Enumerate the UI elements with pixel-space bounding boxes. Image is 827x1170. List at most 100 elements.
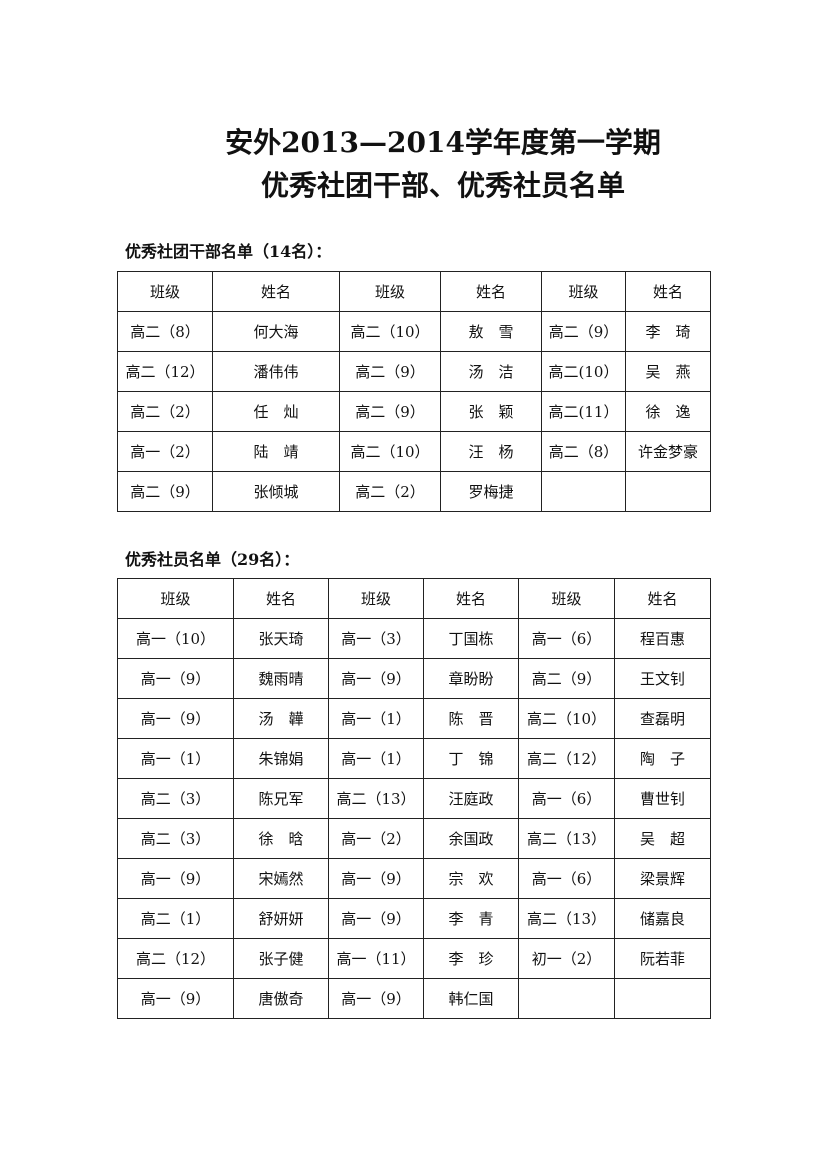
class-cell: 高一（6） — [518, 858, 615, 899]
class-cell: 高二（9） — [339, 391, 441, 432]
column-header: 姓名 — [233, 578, 329, 619]
table-row: 高二（1） 舒妍妍 高一（9）李 青高二（13） 储嘉良 — [117, 898, 711, 939]
column-header: 姓名 — [440, 271, 542, 312]
class-cell: 高二（12） — [117, 351, 213, 392]
class-cell: 高二（9） — [518, 658, 615, 699]
class-cell: 高二（2） — [339, 471, 441, 512]
class-cell: 高二(10） — [541, 351, 626, 392]
column-header: 班级 — [117, 271, 213, 312]
column-header: 班级 — [117, 578, 234, 619]
class-cell: 高二(11） — [541, 391, 626, 432]
name-cell: 宋嫣然 — [233, 858, 329, 899]
name-cell: 李 珍 — [423, 938, 519, 979]
name-cell: 张 颖 — [440, 391, 542, 432]
class-cell: 高一（1） — [328, 698, 424, 739]
name-cell: 李 青 — [423, 898, 519, 939]
table-row: 高一（1） 朱锦娟 高一（1）丁 锦高二（12）陶 子 — [117, 738, 711, 779]
name-cell: 吴 燕 — [625, 351, 711, 392]
class-cell: 高二（13） — [518, 818, 615, 859]
class-cell: 高一（9） — [328, 978, 424, 1019]
class-cell: 高一（9） — [117, 698, 234, 739]
class-cell: 高二（13） — [328, 778, 424, 819]
class-cell: 高二（12） — [117, 938, 234, 979]
class-cell: 高二（3） — [117, 778, 234, 819]
table-row: 高二（8） 何大海 高二（10）敖 雪高二（9）李 琦 — [117, 311, 711, 352]
column-header: 姓名 — [212, 271, 340, 312]
name-cell: 朱锦娟 — [233, 738, 329, 779]
class-cell: 高一（9） — [328, 658, 424, 699]
name-cell: 张子健 — [233, 938, 329, 979]
name-cell: 徐 晗 — [233, 818, 329, 859]
class-cell: 高二（2） — [117, 391, 213, 432]
class-cell: 高一（9） — [117, 978, 234, 1019]
name-cell: 程百惠 — [614, 618, 711, 659]
table-row: 高二（3） 陈兄军 高二（13） 汪庭政 高一（6） 曹世钊 — [117, 778, 711, 819]
column-header: 姓名 — [614, 578, 711, 619]
class-cell: 高二（9） — [541, 311, 626, 352]
name-cell: 丁 锦 — [423, 738, 519, 779]
table-row: 高二（12） 潘伟伟 高二（9）汤 洁高二(10）吴 燕 — [117, 351, 711, 392]
header-row: 班级 姓名 班级 姓名 班级 姓名 — [117, 578, 711, 619]
name-cell: 王文钊 — [614, 658, 711, 699]
class-cell: 高一（9） — [117, 858, 234, 899]
table-row: 高一（10） 张天琦 高一（3） 丁国栋 高一（6） 程百惠 — [117, 618, 711, 659]
name-cell: 任 灿 — [212, 391, 340, 432]
name-cell: 章盼盼 — [423, 658, 519, 699]
name-cell: 许金梦豪 — [625, 431, 711, 472]
name-cell: 汪庭政 — [423, 778, 519, 819]
table-row: 高二（3）徐 晗高一（2） 余国政 高二（13）吴 超 — [117, 818, 711, 859]
name-cell: 唐傲奇 — [233, 978, 329, 1019]
name-cell: 阮若菲 — [614, 938, 711, 979]
column-header: 班级 — [339, 271, 441, 312]
class-cell: 高二（9） — [117, 471, 213, 512]
name-cell: 陈兄军 — [233, 778, 329, 819]
name-cell — [614, 978, 711, 1019]
column-header: 班级 — [328, 578, 424, 619]
cadres-table: 班级 姓名 班级 姓名 班级 姓名 高二（8） 何大海 高二（10）敖 雪高二（9）李 琦高二（… — [117, 271, 711, 512]
class-cell: 高二（13） — [518, 898, 615, 939]
table-row: 高一（9）汤 韡高一（1）陈 晋高二（10） 查磊明 — [117, 698, 711, 739]
name-cell: 吴 超 — [614, 818, 711, 859]
name-cell: 罗梅捷 — [440, 471, 542, 512]
name-cell: 梁景辉 — [614, 858, 711, 899]
members-heading: 优秀社员名单（29名）： — [125, 550, 300, 569]
name-cell: 舒妍妍 — [233, 898, 329, 939]
column-header: 班级 — [518, 578, 615, 619]
name-cell: 潘伟伟 — [212, 351, 340, 392]
name-cell: 汤 韡 — [233, 698, 329, 739]
cadres-heading: 优秀社团干部名单（14名）： — [125, 242, 332, 261]
name-cell: 何大海 — [212, 311, 340, 352]
class-cell: 高一（1） — [328, 738, 424, 779]
name-cell — [625, 471, 711, 512]
class-cell: 高一（2） — [328, 818, 424, 859]
class-cell: 高一（10） — [117, 618, 234, 659]
name-cell: 韩仁国 — [423, 978, 519, 1019]
class-cell — [541, 471, 626, 512]
name-cell: 曹世钊 — [614, 778, 711, 819]
class-cell: 初一（2） — [518, 938, 615, 979]
class-cell: 高一（9） — [328, 858, 424, 899]
name-cell: 张倾城 — [212, 471, 340, 512]
class-cell: 高二（10） — [339, 311, 441, 352]
class-cell: 高一（9） — [328, 898, 424, 939]
name-cell: 储嘉良 — [614, 898, 711, 939]
members-table: 班级 姓名 班级 姓名 班级 姓名 高一（10） 张天琦 高一（3） 丁国栋 高一（6） 程百惠 高一（… — [117, 578, 711, 1019]
name-cell: 魏雨晴 — [233, 658, 329, 699]
class-cell: 高二（1） — [117, 898, 234, 939]
name-cell: 李 琦 — [625, 311, 711, 352]
class-cell: 高一（9） — [117, 658, 234, 699]
table-row: 高一（9） 宋嫣然 高一（9）宗 欢高一（6） 梁景辉 — [117, 858, 711, 899]
name-cell: 宗 欢 — [423, 858, 519, 899]
class-cell: 高二（10） — [518, 698, 615, 739]
name-cell: 陆 靖 — [212, 431, 340, 472]
class-cell: 高二（9） — [339, 351, 441, 392]
table-row: 高二（9） 张倾城 高二（2） 罗梅捷 — [117, 471, 711, 512]
column-header: 班级 — [541, 271, 626, 312]
class-cell: 高二（3） — [117, 818, 234, 859]
table-row: 高一（2）陆 靖高二（10）汪 杨高二（8） 许金梦豪 — [117, 431, 711, 472]
class-cell: 高二（8） — [117, 311, 213, 352]
class-cell: 高二（10） — [339, 431, 441, 472]
table-row: 高二（12） 张子健 高一（11）李 珍初一（2） 阮若菲 — [117, 938, 711, 979]
class-cell: 高一（1） — [117, 738, 234, 779]
class-cell: 高一（2） — [117, 431, 213, 472]
